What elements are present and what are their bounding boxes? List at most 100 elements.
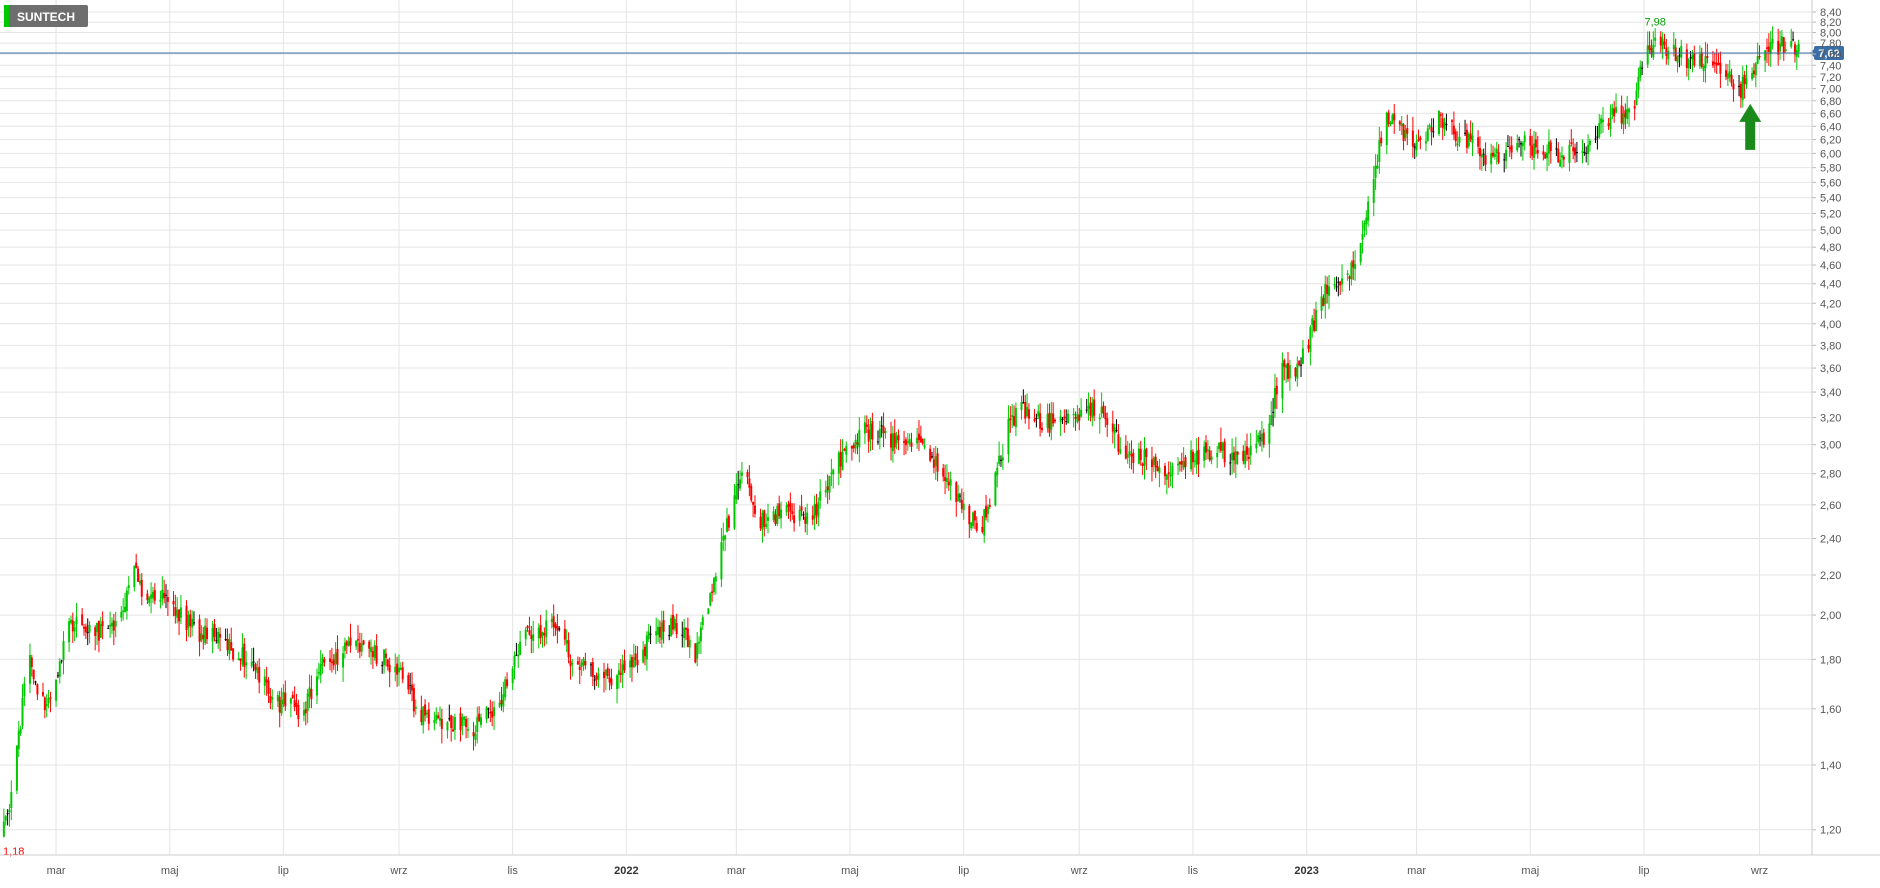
candle: [550, 613, 553, 629]
candle-body: [271, 697, 274, 700]
candle-body: [463, 716, 466, 720]
candle-body: [617, 670, 620, 676]
candle-body: [1046, 414, 1049, 429]
candle: [506, 672, 509, 689]
candle: [524, 626, 527, 647]
candle-body: [1719, 62, 1722, 74]
candle-body: [634, 653, 637, 661]
candle-body: [45, 703, 48, 707]
candle: [932, 447, 935, 474]
candle: [621, 654, 624, 689]
candle-body: [224, 639, 227, 641]
candle-body: [1288, 365, 1291, 379]
candle-body: [1713, 62, 1716, 64]
candle: [673, 616, 676, 632]
candle-body: [32, 669, 35, 680]
candle-body: [250, 661, 253, 667]
candle-body: [1378, 140, 1381, 162]
candle-body: [8, 809, 11, 813]
candle: [893, 419, 896, 454]
candle: [841, 439, 844, 471]
candle: [224, 628, 227, 642]
candle-body: [774, 514, 777, 524]
candle: [1650, 39, 1653, 58]
candle: [1439, 112, 1442, 128]
candle: [1205, 435, 1207, 461]
candle: [1389, 120, 1392, 127]
candle-body: [1516, 142, 1519, 151]
candle-body: [1020, 402, 1023, 411]
candle-body: [230, 642, 233, 651]
candle: [1022, 389, 1025, 404]
candle-body: [733, 495, 736, 528]
candle-body: [191, 618, 194, 628]
candle-body: [109, 624, 112, 627]
candle-body: [1098, 417, 1101, 420]
candle: [1040, 422, 1043, 433]
candle-body: [1598, 123, 1601, 137]
candle-body: [893, 432, 896, 448]
candle: [94, 625, 97, 651]
candle: [957, 485, 960, 502]
candle: [761, 509, 764, 543]
candle: [133, 565, 136, 592]
candle-body: [424, 704, 427, 716]
candle: [750, 483, 753, 503]
candle: [1255, 429, 1258, 454]
candle: [931, 451, 934, 459]
candle-body: [1687, 59, 1690, 69]
candle-body: [1765, 47, 1768, 49]
x-tick-label: lis: [1188, 865, 1199, 877]
x-tick-label: wrz: [1070, 865, 1088, 877]
candle: [528, 616, 531, 636]
candle-body: [1072, 413, 1075, 416]
candle-body: [185, 605, 188, 630]
candle: [1089, 396, 1092, 422]
candle-body: [1559, 159, 1562, 167]
candle-body: [124, 606, 127, 613]
candle-body: [1406, 128, 1409, 134]
candle: [906, 433, 909, 451]
candle-body: [452, 729, 455, 732]
candle: [278, 690, 281, 728]
ticker-badge[interactable]: SUNTECH: [4, 5, 88, 27]
candle: [1184, 454, 1187, 479]
candle-body: [698, 641, 701, 644]
candle: [1704, 41, 1707, 83]
candle: [362, 639, 365, 646]
candle-body: [871, 421, 874, 440]
candle: [1398, 120, 1401, 131]
candle-body: [975, 523, 978, 531]
candle-body: [936, 453, 939, 472]
candle-body: [179, 607, 182, 618]
candle-body: [1428, 125, 1431, 128]
candle: [1585, 146, 1588, 163]
candle: [498, 691, 501, 709]
y-tick-label: 7,40: [1820, 60, 1841, 72]
candle: [1087, 392, 1090, 421]
candle: [1039, 403, 1042, 437]
candle-body: [1443, 121, 1446, 130]
candle: [1076, 405, 1079, 424]
candle: [772, 506, 775, 523]
candle: [1424, 131, 1427, 151]
candle: [1505, 141, 1508, 169]
candle-body: [511, 668, 514, 684]
candle-body: [1169, 474, 1172, 477]
candle: [1232, 446, 1235, 473]
candle-body: [1424, 141, 1427, 144]
candle-body: [1497, 152, 1500, 163]
candle-body: [1676, 56, 1679, 63]
candle-body: [49, 697, 52, 699]
candle-body: [735, 485, 738, 500]
candle-body: [1689, 57, 1692, 59]
candle-body: [1232, 452, 1235, 461]
candle-body: [1244, 450, 1247, 465]
candle: [1132, 448, 1135, 474]
candle-body: [996, 467, 999, 476]
candle-body: [1574, 147, 1577, 156]
candle-body: [75, 617, 78, 625]
candle-body: [610, 678, 613, 686]
